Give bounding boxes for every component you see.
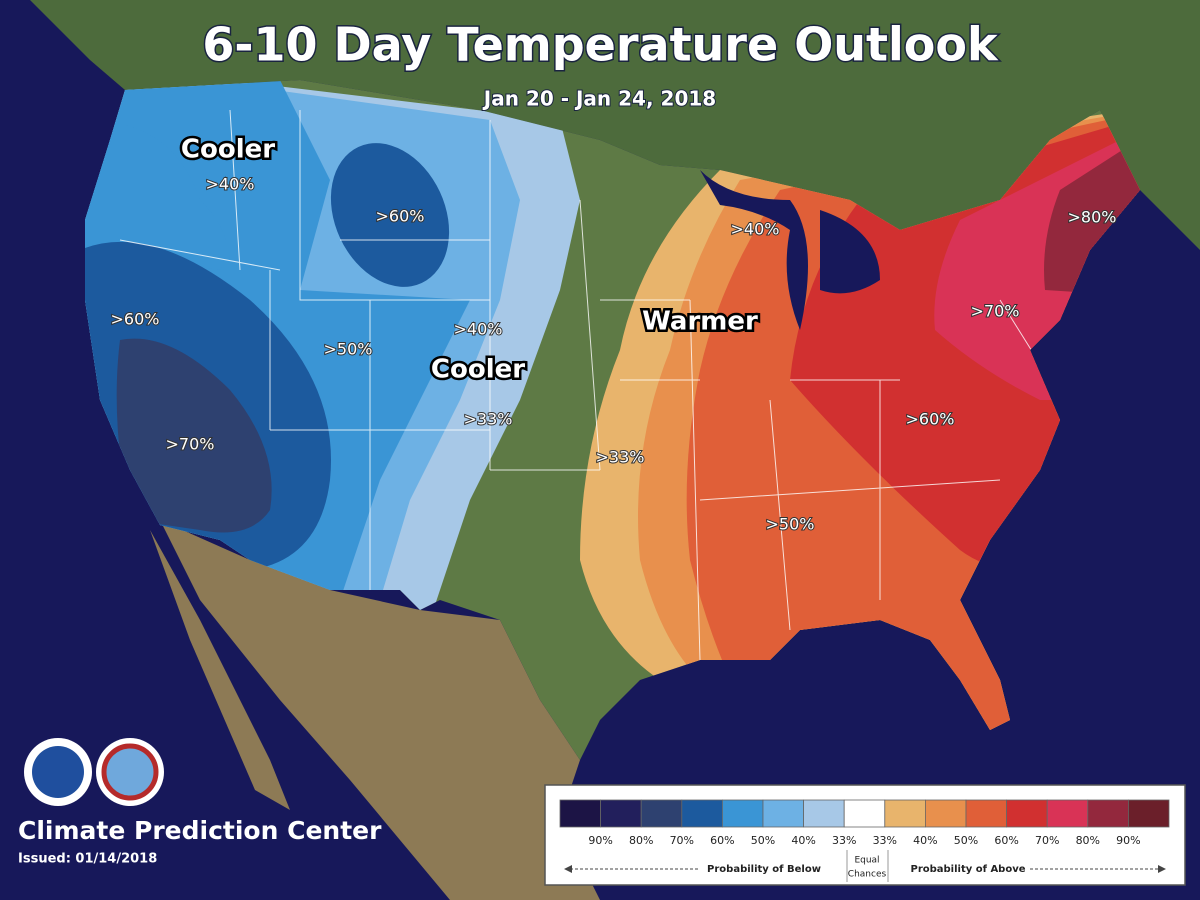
legend-swatch [640,799,683,828]
probability-label: >60% [906,410,955,429]
legend-swatch [925,799,967,828]
legend-arrowhead [1158,865,1166,873]
legend-label: 90% [588,834,612,847]
region-label: Cooler [431,355,525,385]
legend-label: 60% [710,834,734,847]
probability-label: >50% [324,340,373,359]
legend-label: 40% [913,834,937,847]
legend-label: 70% [1035,834,1059,847]
below-60 [330,143,450,287]
legend-equal: Chances [848,870,887,880]
probability-label: >33% [464,410,513,429]
organization: Climate Prediction Center [18,816,382,845]
nws-logo-inner [101,743,159,801]
legend: Probability of Below Probability of Abov… [544,784,1186,886]
legend-label: 50% [751,834,775,847]
legend-below: Probability of Below [707,864,821,875]
probability-label: >60% [376,207,425,226]
legend-swatch [843,799,886,828]
probability-label: >40% [731,220,780,239]
probability-label: >70% [971,302,1020,321]
legend-above: Probability of Above [910,864,1025,875]
legend-swatch [681,799,723,828]
legend-label: 80% [629,834,653,847]
legend-label: 33% [832,834,856,847]
title: 6-10 Day Temperature Outlook [202,18,999,72]
legend-label: 60% [994,834,1018,847]
great-lakes [820,210,880,294]
below-70 [116,338,272,533]
legend-label: 70% [670,834,694,847]
legend-swatch [1128,799,1170,828]
legend-arrowhead [564,865,572,873]
legend-swatch [965,799,1007,828]
legend-label: 33% [873,834,897,847]
legend-swatch [762,799,804,828]
probability-label: >33% [596,448,645,467]
probability-label: >70% [166,435,215,454]
probability-label: >40% [454,320,503,339]
legend-swatch [1046,799,1089,828]
legend-swatch [722,799,764,828]
legend-label: 80% [1076,834,1100,847]
legend-label: 90% [1116,834,1140,847]
region-label: Warmer [642,307,758,337]
region-label: Cooler [181,135,275,165]
canada-land [30,0,1200,250]
probability-label: >40% [206,175,255,194]
mexico-land [160,520,600,900]
legend-swatch [600,799,642,828]
above-80 [1044,100,1140,300]
logos [24,738,164,806]
probability-label: >60% [111,310,160,329]
noaa-logo-inner [32,746,84,798]
legend-swatch [1087,799,1129,828]
state-borders [119,109,1051,661]
probability-label: >50% [766,515,815,534]
legend-swatch [884,799,926,828]
issued-date: Issued: 01/14/2018 [18,852,157,867]
probability-label: >80% [1068,208,1117,227]
subtitle: Jan 20 - Jan 24, 2018 [482,87,716,111]
legend-label: 50% [954,834,978,847]
legend-swatch [803,799,845,828]
baja-land [150,530,290,810]
great-lakes [700,170,808,330]
legend-swatch [1006,799,1048,828]
legend-equal: Equal [854,856,879,866]
legend-label: 40% [791,834,815,847]
legend-swatch [559,799,601,828]
